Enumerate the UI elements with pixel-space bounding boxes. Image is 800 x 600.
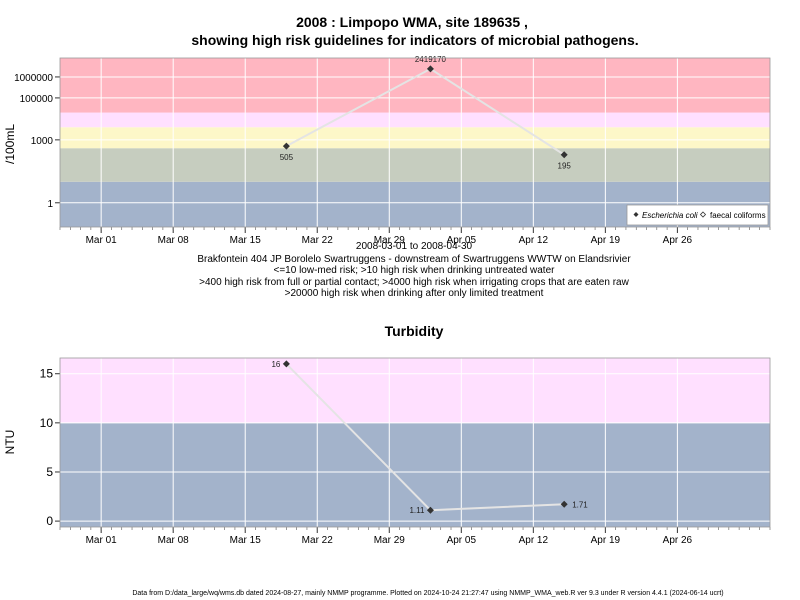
x-tick-label-1: Mar 01 [86,535,118,546]
x-tick-label-9: Apr 26 [663,235,693,246]
data-label-2: 2419170 [415,55,447,64]
y-tick-label-2: 5 [46,465,53,479]
x-tick-label-8: Apr 19 [591,235,621,246]
x-tick-label-8: Apr 19 [591,535,621,546]
date-range: 2008-03-01 to 2008-04-30 [356,241,473,252]
legend-marker-ecoli [633,212,639,217]
legend-entry-faecal: faecal coliforms [710,211,766,220]
chart-title-line1: 2008 : Limpopo WMA, site 189635 , [296,14,528,30]
x-tick-label-3: Mar 15 [230,235,262,246]
risk-band-1 [60,422,770,527]
x-tick-label-4: Mar 22 [302,535,334,546]
guideline-line3: >20000 high risk when drinking after onl… [285,288,544,299]
x-tick-label-5: Mar 29 [374,535,406,546]
bottom-panel-grid [60,358,770,527]
plot-frame [59,57,771,228]
data-label-3: 1.71 [572,500,588,509]
x-tick-label-4: Mar 22 [302,235,334,246]
turbidity-title: Turbidity [385,323,444,339]
risk-band-5 [60,58,770,113]
x-tick-label-6: Apr 05 [447,535,477,546]
bottom-y-axis-label: NTU [3,430,17,455]
legend-entry-ecoli: Escherichia coli [642,211,698,220]
data-point-1 [282,360,290,368]
y-tick-label-4: 1000000 [14,73,53,84]
x-tick-label-7: Apr 12 [519,535,549,546]
y-tick-label-2: 1000 [31,136,54,147]
x-tick-label-2: Mar 08 [158,235,190,246]
data-point-1 [282,142,290,150]
risk-band-2 [60,148,770,182]
y-tick-label-3: 10 [40,416,54,430]
x-tick-label-6: Apr 05 [447,235,477,246]
x-tick-label-1: Mar 01 [86,235,118,246]
guideline-line1: <=10 low-med risk; >10 high risk when dr… [274,265,556,276]
data-label-3: 195 [558,162,572,171]
x-tick-label-7: Apr 12 [519,235,549,246]
data-label-2: 1.11 [409,506,425,515]
x-tick-label-3: Mar 15 [230,535,262,546]
data-point-2 [426,506,434,514]
risk-band-2 [60,358,770,423]
data-label-1: 505 [280,153,294,162]
data-point-3 [560,151,568,159]
top-y-axis-label: /100mL [3,124,17,164]
chart-title-line2: showing high risk guidelines for indicat… [191,32,638,48]
data-point-3 [560,500,568,508]
top-panel-series: 505 2419170 195 [280,55,572,171]
guideline-line2: >400 high risk from full or partial cont… [199,277,629,288]
site-description: Brakfontein 404 JP Borolelo Swartruggens… [197,254,631,265]
y-tick-label-1: 1 [47,199,53,210]
legend-marker-faecal [699,211,707,218]
y-tick-label-1: 0 [46,514,53,528]
top-panel-grid [60,58,770,227]
data-label-1: 16 [271,360,280,369]
bottom-panel-bands [60,358,770,527]
y-tick-label-3: 100000 [20,94,54,105]
risk-band-3 [60,127,770,149]
top-panel-bands [60,58,770,227]
x-tick-label-9: Apr 26 [663,535,693,546]
bottom-panel-axes: Mar 01 Mar 08 Mar 15 Mar 22 Mar 29 Apr 05 Apr … [40,357,771,546]
bottom-panel-series: 16 1.11 1.71 [271,360,588,515]
plot-frame [59,357,771,528]
data-point-2 [426,65,434,73]
x-tick-label-5: Mar 29 [374,235,406,246]
risk-band-4 [60,112,770,128]
top-panel-axes: Mar 01 Mar 08 Mar 15 Mar 22 Mar 29 Apr 05 Apr … [14,57,771,246]
legend: Escherichia coli faecal coliforms [626,204,769,226]
footer-note: Data from D:/data_large/wq/wms.db dated … [132,590,723,597]
y-tick-label-4: 15 [40,367,54,381]
x-tick-label-2: Mar 08 [158,535,190,546]
